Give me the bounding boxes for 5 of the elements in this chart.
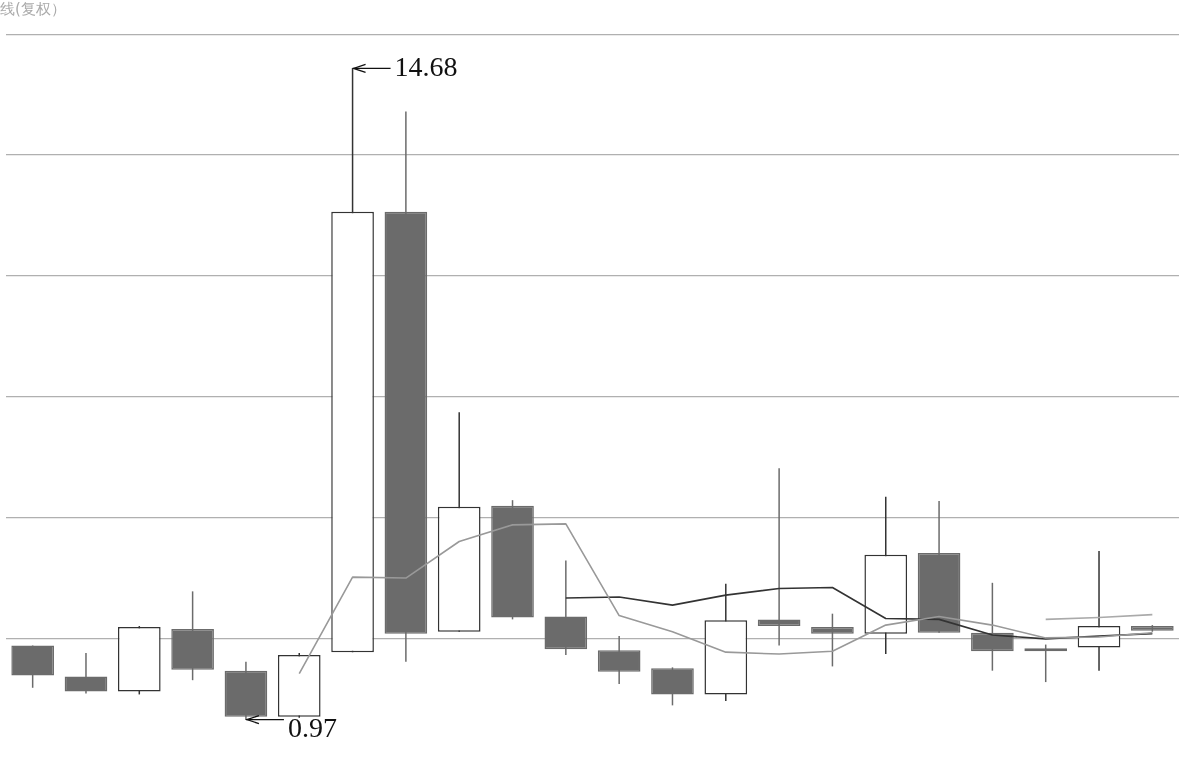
annotation: 14.68 (394, 50, 458, 82)
chart-title: 线(复权） (0, 0, 66, 19)
annotation: 0.97 (287, 711, 337, 743)
candlestick (757, 467, 801, 647)
candlestick (811, 612, 854, 668)
